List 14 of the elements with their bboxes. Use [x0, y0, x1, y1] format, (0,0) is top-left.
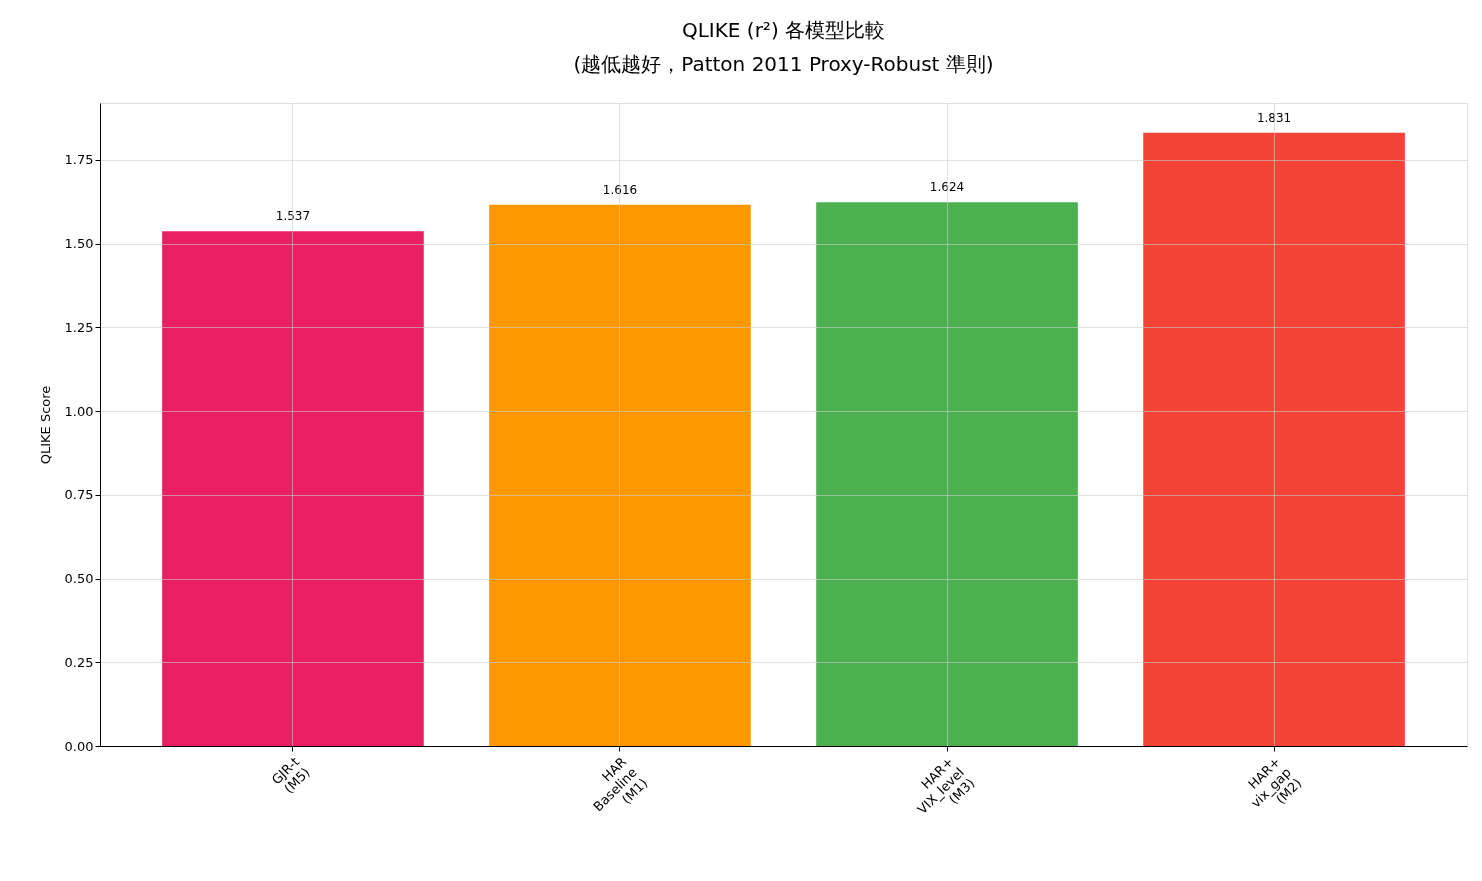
data-label: 1.831	[1256, 110, 1292, 125]
y-tick-label: 0.25	[64, 654, 94, 670]
y-tick-label: 1.75	[64, 152, 94, 168]
y-tick-label: 0.75	[64, 487, 94, 503]
y-tick-label: 1.50	[64, 236, 94, 252]
y-tick-label: 1.25	[64, 319, 94, 335]
data-label: 1.537	[275, 209, 311, 224]
chart-title: QLIKE (r²) 各模型比較 (越低越好，Patton 2011 Proxy-Robust 準則)	[573, 18, 994, 76]
y-tick-label: 0.00	[64, 738, 94, 754]
data-label: 1.616	[602, 182, 638, 197]
data-label: 1.624	[929, 180, 965, 195]
y-tick-label: 1.00	[64, 403, 94, 419]
y-tick-label: 0.50	[64, 571, 94, 587]
y-axis-title: QLIKE Score	[37, 385, 53, 465]
